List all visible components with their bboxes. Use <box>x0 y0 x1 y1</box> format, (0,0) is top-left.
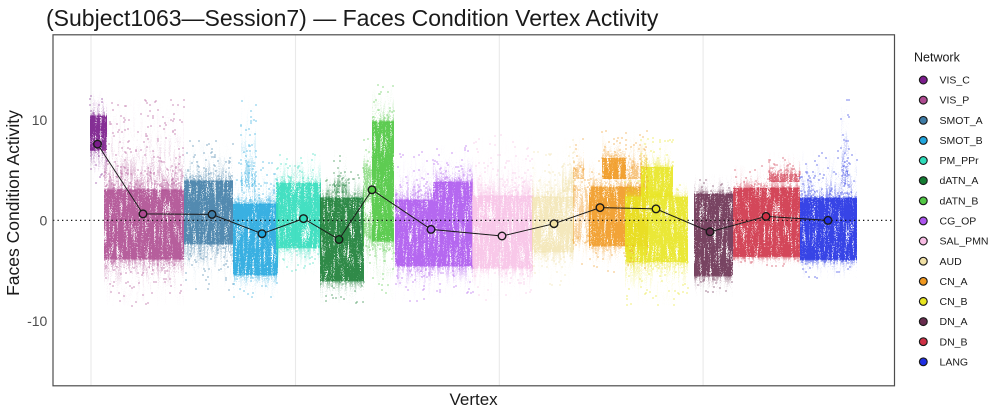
svg-text:AUD: AUD <box>940 256 963 268</box>
svg-text:Network: Network <box>914 51 961 65</box>
svg-text:VIS_P: VIS_P <box>940 95 970 107</box>
svg-text:(Subject1063—Session7) — Faces: (Subject1063—Session7) — Faces Condition… <box>46 5 659 31</box>
svg-text:SMOT_B: SMOT_B <box>940 135 983 147</box>
svg-text:dATN_B: dATN_B <box>940 195 979 207</box>
svg-text:0: 0 <box>40 212 48 228</box>
svg-text:DN_B: DN_B <box>940 336 968 348</box>
svg-text:LANG: LANG <box>940 356 969 368</box>
svg-text:SMOT_A: SMOT_A <box>940 115 983 127</box>
svg-text:SAL_PMN: SAL_PMN <box>940 236 989 248</box>
svg-text:VIS_C: VIS_C <box>940 75 971 87</box>
svg-text:PM_PPr: PM_PPr <box>940 155 980 167</box>
svg-text:Faces Condition Activity: Faces Condition Activity <box>3 110 23 296</box>
svg-text:CN_A: CN_A <box>940 276 968 288</box>
svg-text:DN_A: DN_A <box>940 316 968 328</box>
svg-text:CN_B: CN_B <box>940 296 968 308</box>
svg-text:10: 10 <box>32 112 48 128</box>
svg-text:dATN_A: dATN_A <box>940 175 979 187</box>
svg-text:CG_OP: CG_OP <box>940 216 977 228</box>
svg-text:Vertex: Vertex <box>449 390 498 409</box>
svg-text:-10: -10 <box>27 313 47 329</box>
